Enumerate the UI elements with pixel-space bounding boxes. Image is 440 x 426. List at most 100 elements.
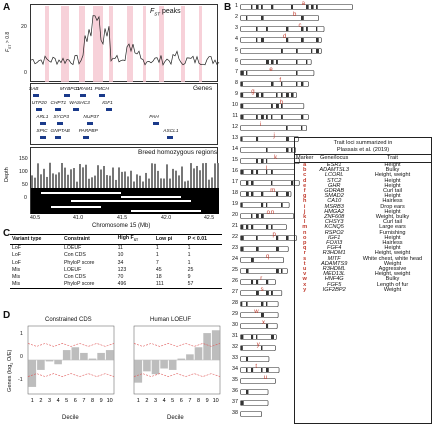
fst-ylabel: FST > 0.8 xyxy=(5,31,12,52)
trait-gene: ZNF608 xyxy=(324,214,345,221)
panel-label-d: D xyxy=(3,310,11,321)
chromosome-marker: m xyxy=(270,188,276,194)
depth-bar xyxy=(163,178,165,188)
fst-peaks-plot xyxy=(30,4,220,82)
chromosome-ideogram xyxy=(240,378,276,384)
bar xyxy=(203,333,211,360)
trait-marker: d xyxy=(302,177,307,184)
homozygous-gap xyxy=(121,196,181,198)
trait-table-row: y IGF2BP2 Weight xyxy=(295,286,431,293)
depth-bar xyxy=(97,165,99,188)
chromosome-marker: u xyxy=(263,375,268,381)
depth-bar xyxy=(79,164,81,188)
gene-label: SYCP3 xyxy=(53,115,70,120)
depth-bar xyxy=(34,177,36,188)
chromosome-marker: c xyxy=(298,23,302,29)
constrained-cds-chart: 1 2 3 4 5 6 7 8 9 10 xyxy=(27,325,115,404)
trait-table-row: s MITF White chest, white head xyxy=(295,256,431,262)
depth-bar xyxy=(73,168,75,188)
ci-upper-line xyxy=(133,343,221,347)
bar xyxy=(28,360,37,387)
trait-name: Weight xyxy=(383,260,402,267)
depth-bar xyxy=(187,180,189,188)
trait-gene: CHSY3 xyxy=(324,219,344,226)
chromosome-number: 5 xyxy=(235,47,238,53)
trait-gene: IGF1 xyxy=(327,234,341,241)
fst-peaks-svg xyxy=(30,6,220,82)
depth-bar xyxy=(91,177,93,188)
chromosome-number: 8 xyxy=(235,80,238,86)
chromosome-marker: r xyxy=(260,276,263,282)
trait-gene: KCNQ5 xyxy=(324,224,344,231)
trait-marker: f xyxy=(303,188,306,195)
depth-bar xyxy=(67,174,69,188)
chromosome-ideogram xyxy=(240,114,309,120)
chromosome-ideogram xyxy=(240,4,353,10)
depth-bar xyxy=(103,165,105,188)
depth-label: Depth xyxy=(4,167,10,182)
decile-tick: 4 xyxy=(163,398,166,404)
decile-tick: 6 xyxy=(180,398,183,404)
ci-lower-line xyxy=(133,373,221,377)
decile-tick: 5 xyxy=(65,398,68,404)
depth-bar xyxy=(175,170,177,188)
trait-marker: c xyxy=(303,172,307,179)
chromosome-ideogram xyxy=(240,224,287,230)
chromosome-ideogram xyxy=(240,15,319,21)
chromosome-number: 23 xyxy=(232,245,238,251)
chromosome-marker: t xyxy=(255,364,258,370)
gene-label: UTP20 xyxy=(31,101,47,106)
d-ytick-0: 0 xyxy=(20,354,23,360)
chromosome-number: 15 xyxy=(232,157,238,163)
depth-bar xyxy=(133,181,135,188)
trait-name: Hairless xyxy=(382,240,403,247)
trait-gene: GDRAB xyxy=(324,188,345,195)
trait-marker: u xyxy=(302,266,307,273)
trait-marker: i xyxy=(303,203,306,210)
c-table-cell: 57 xyxy=(185,281,222,290)
depth-bar xyxy=(31,175,33,188)
decile-tick: 9 xyxy=(100,398,103,404)
xtick-41-5: 41.5 xyxy=(117,215,128,221)
depth-bar xyxy=(121,171,123,188)
trait-name: Height xyxy=(384,182,401,189)
trait-header-marker: Marker xyxy=(295,154,315,163)
bar xyxy=(160,360,168,369)
trait-marker: n xyxy=(302,229,307,236)
chromosome-ideogram xyxy=(240,26,325,32)
trait-table-row: g SMAD2 Height xyxy=(295,193,431,199)
chromosome-ideogram xyxy=(240,202,290,208)
trait-gene: RSPO2 xyxy=(324,229,344,236)
trait-gene: HNF4G xyxy=(324,276,344,283)
c-table-cell: 11 xyxy=(117,245,123,252)
trait-gene: ESR1 xyxy=(326,162,342,168)
trait-table-row: e GHR Height xyxy=(295,182,431,189)
chromosome-ideogram xyxy=(240,213,295,219)
chromosome-marker: j xyxy=(273,133,275,139)
trait-name: Height xyxy=(384,177,401,184)
trait-table-row: t ADAMTS9 Weight xyxy=(295,260,431,267)
chromosome-number: 36 xyxy=(232,388,238,394)
depth-bar xyxy=(172,168,174,188)
chromosome-ideogram xyxy=(240,246,289,252)
trait-marker: y xyxy=(303,286,307,293)
depth-bar xyxy=(181,166,183,188)
homozygous-regions-plot xyxy=(30,147,219,214)
depth-bar xyxy=(76,181,78,188)
trait-gene: ADAMTS9 xyxy=(320,260,348,267)
depth-bar xyxy=(130,170,132,188)
trait-name: Height, weight xyxy=(374,250,411,257)
trait-marker: k xyxy=(303,214,307,221)
chromosome-number: 16 xyxy=(232,168,238,174)
chromosome-marker: e xyxy=(269,67,273,73)
gene-block xyxy=(40,122,47,125)
chromosome-number: 14 xyxy=(232,146,238,152)
bar xyxy=(168,360,177,370)
chromosome-ideogram xyxy=(240,125,307,131)
c-header-variant: Variant type xyxy=(10,233,62,246)
decile-tick: 3 xyxy=(48,398,51,404)
chromosome-ideogram xyxy=(240,70,315,76)
trait-name: Hairless xyxy=(382,198,403,205)
depth-bar xyxy=(157,170,159,188)
bar xyxy=(62,350,71,360)
